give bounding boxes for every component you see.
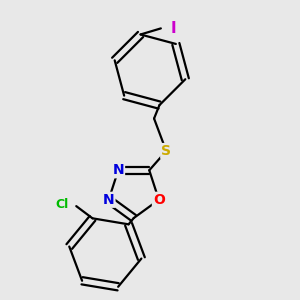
Text: Cl: Cl: [56, 198, 69, 211]
Text: O: O: [153, 193, 165, 207]
Text: I: I: [170, 21, 176, 36]
Text: S: S: [161, 144, 171, 158]
Text: N: N: [103, 193, 115, 207]
Text: N: N: [112, 163, 124, 177]
